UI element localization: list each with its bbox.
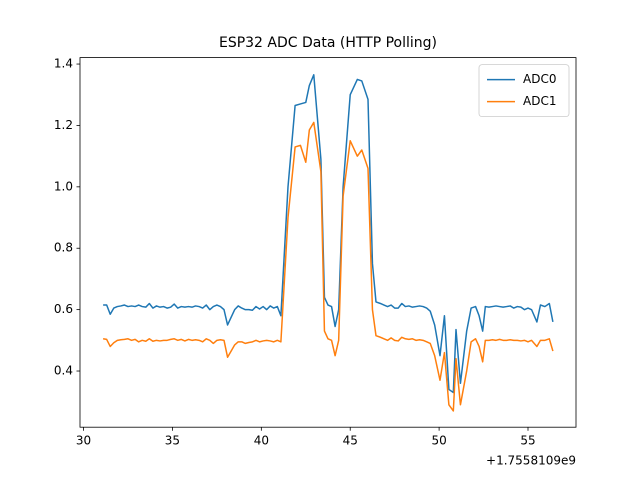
x-tick-label: 55 bbox=[520, 434, 535, 448]
x-tick-label: 45 bbox=[343, 434, 358, 448]
y-tick-label: 0.6 bbox=[54, 302, 73, 316]
legend-box bbox=[478, 64, 570, 117]
y-tick-label: 0.4 bbox=[54, 364, 73, 378]
x-offset-label: +1.7558109e9 bbox=[486, 454, 576, 468]
y-tick-label: 1.0 bbox=[54, 179, 73, 193]
y-tick-label: 1.4 bbox=[54, 57, 73, 71]
y-tick-label: 0.8 bbox=[54, 241, 73, 255]
chart-title: ESP32 ADC Data (HTTP Polling) bbox=[219, 35, 437, 51]
x-tick-label: 50 bbox=[431, 434, 446, 448]
legend-label: ADC1 bbox=[523, 94, 556, 108]
x-tick-label: 30 bbox=[76, 434, 91, 448]
x-tick-label: 35 bbox=[165, 434, 180, 448]
plot-frame bbox=[79, 57, 577, 428]
y-tick-label: 1.2 bbox=[54, 118, 73, 132]
data-line bbox=[102, 121, 554, 412]
x-tick-label: 40 bbox=[254, 434, 269, 448]
legend-label: ADC0 bbox=[523, 72, 556, 86]
